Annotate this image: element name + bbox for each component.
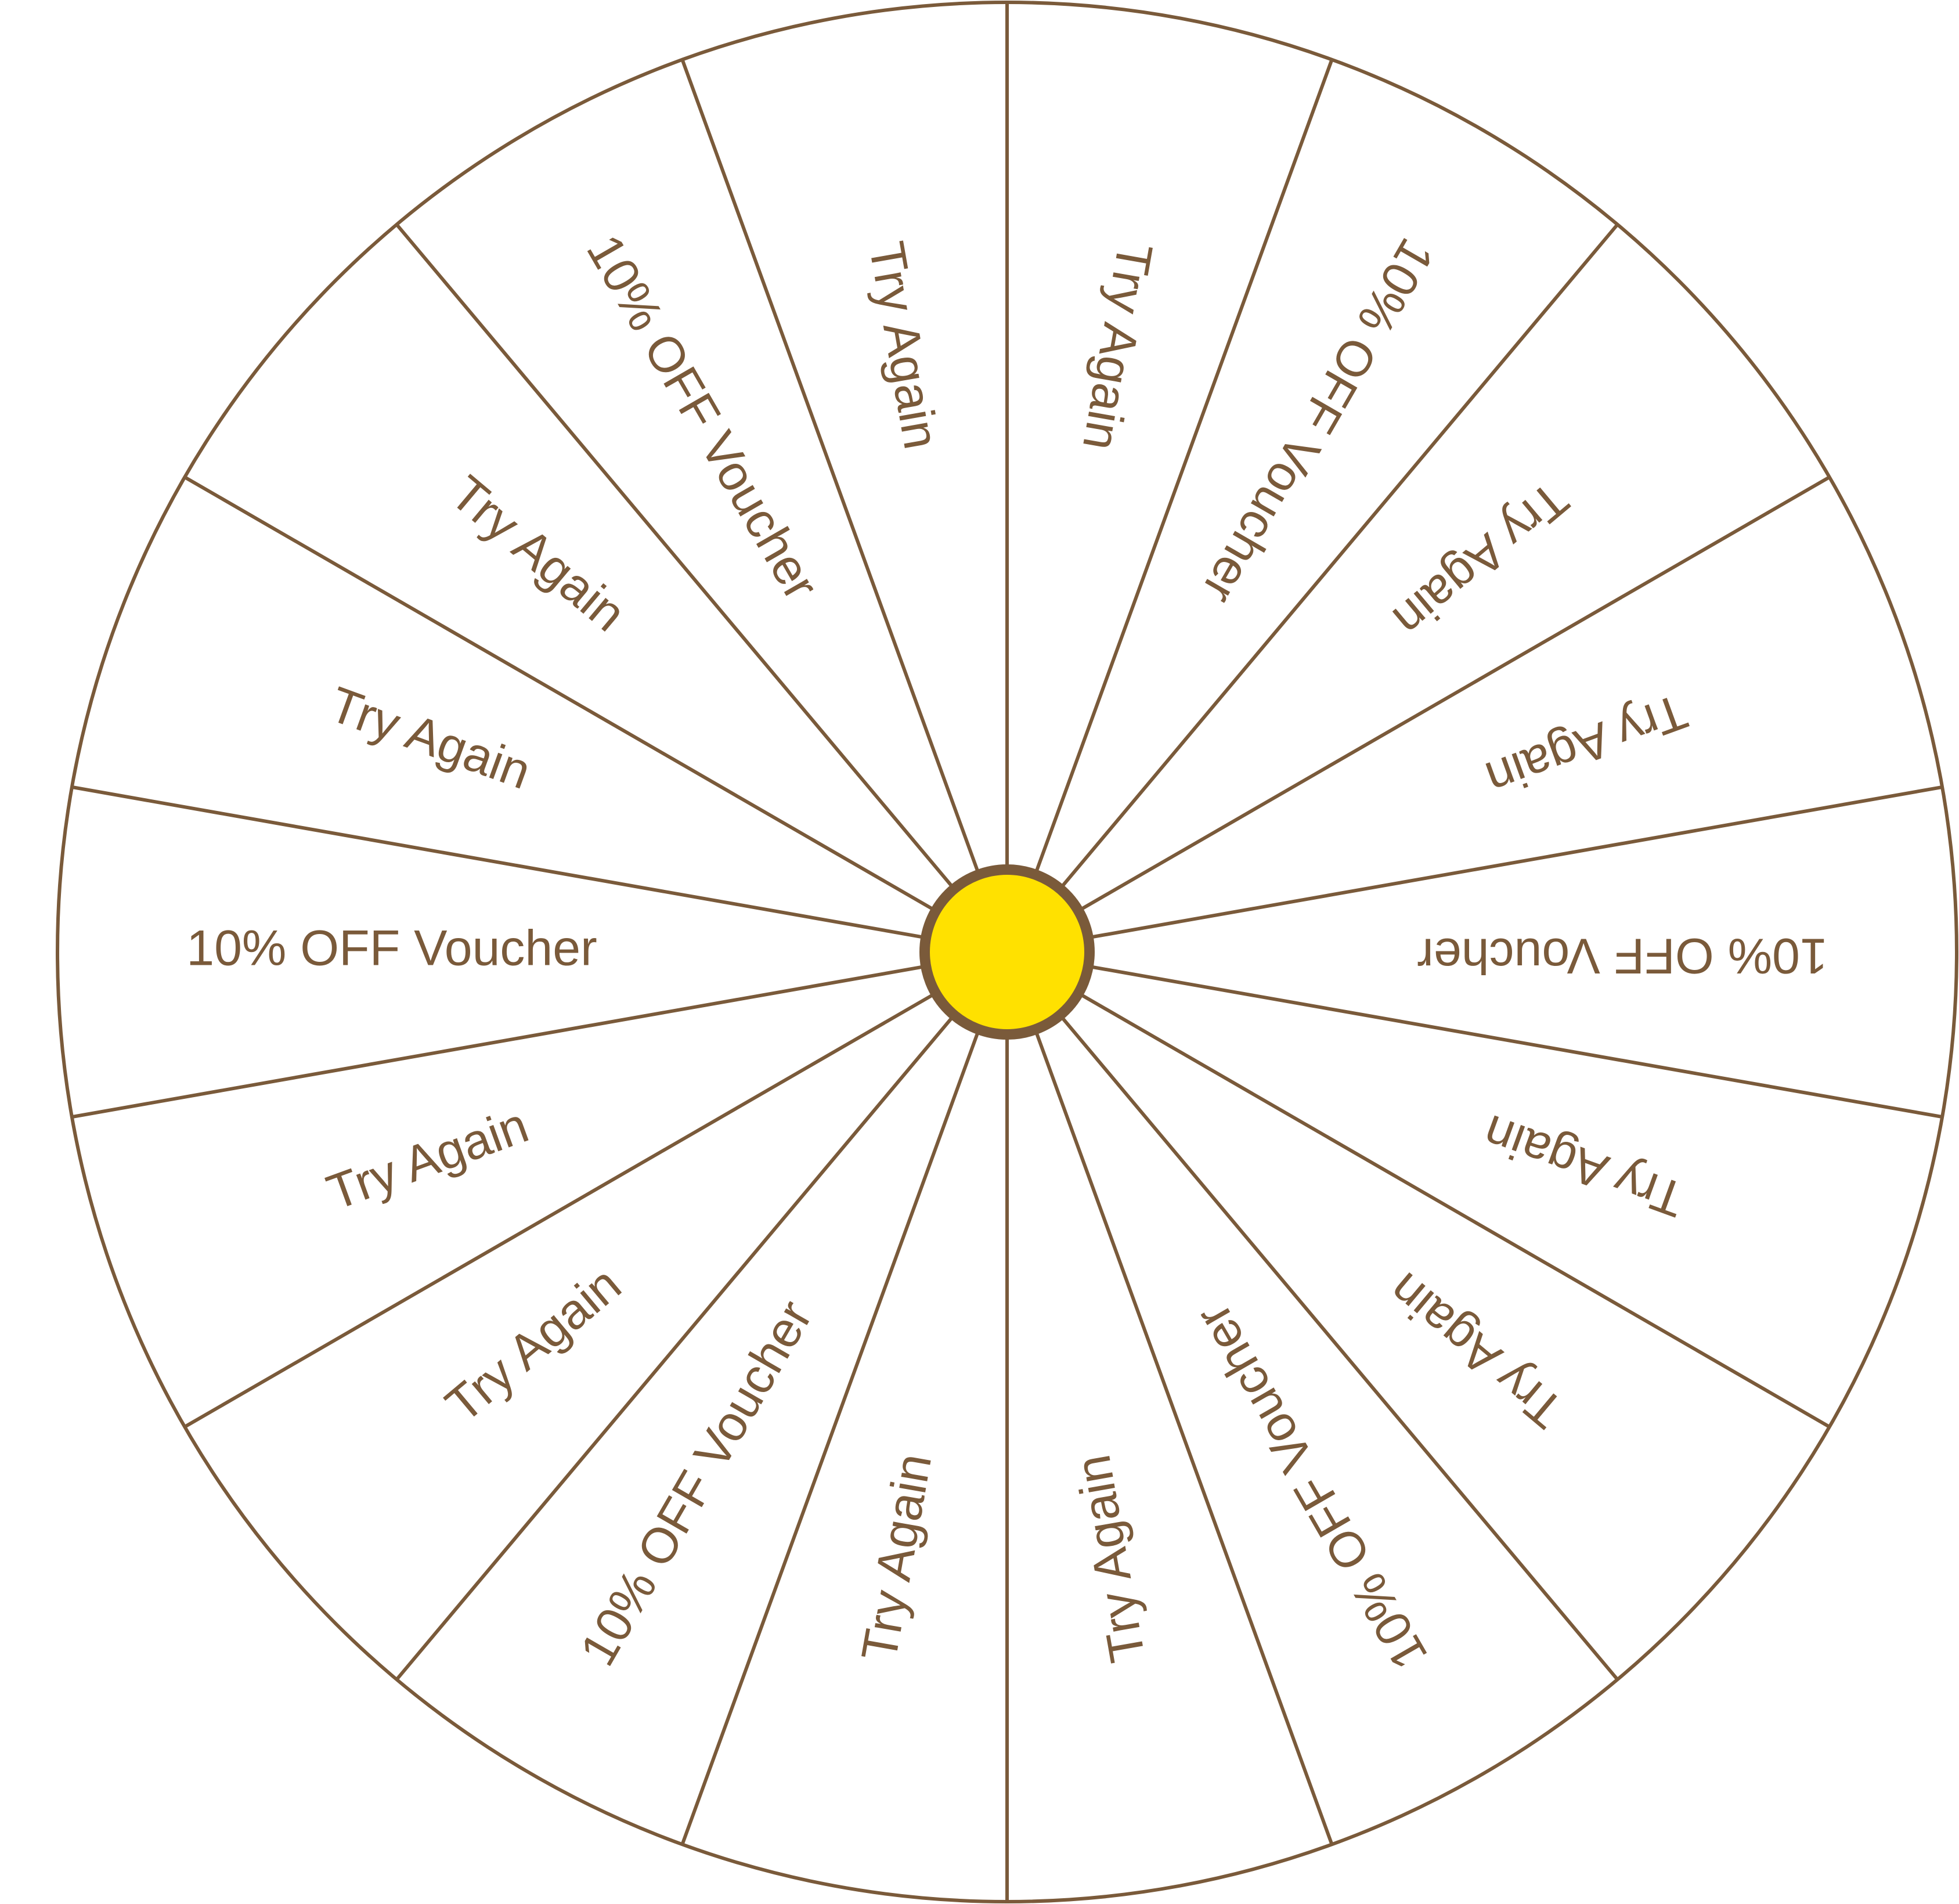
segment-divider <box>680 951 1009 1845</box>
segment-divider <box>1005 951 1334 1845</box>
spin-hub-button[interactable] <box>919 864 1095 1040</box>
segment-divider <box>183 950 1008 1429</box>
segment-divider <box>1005 223 1619 953</box>
segment-divider <box>71 785 1008 954</box>
segment-divider <box>1006 950 1831 1429</box>
segment-divider <box>680 59 1009 953</box>
segment-divider <box>1005 951 1619 1681</box>
segment-divider <box>395 223 1009 953</box>
segment-label: 10% OFF Voucher <box>1417 928 1827 983</box>
segment-dividers <box>71 2 1943 1902</box>
segment-divider <box>1006 950 1943 1119</box>
segment-label: 10% OFF Voucher <box>186 921 597 976</box>
segment-divider <box>395 951 1009 1681</box>
segment-divider <box>1006 785 1943 954</box>
segment-divider <box>1006 475 1831 954</box>
segment-divider <box>1005 59 1334 953</box>
segment-divider <box>71 950 1008 1119</box>
segment-divider <box>183 475 1008 954</box>
